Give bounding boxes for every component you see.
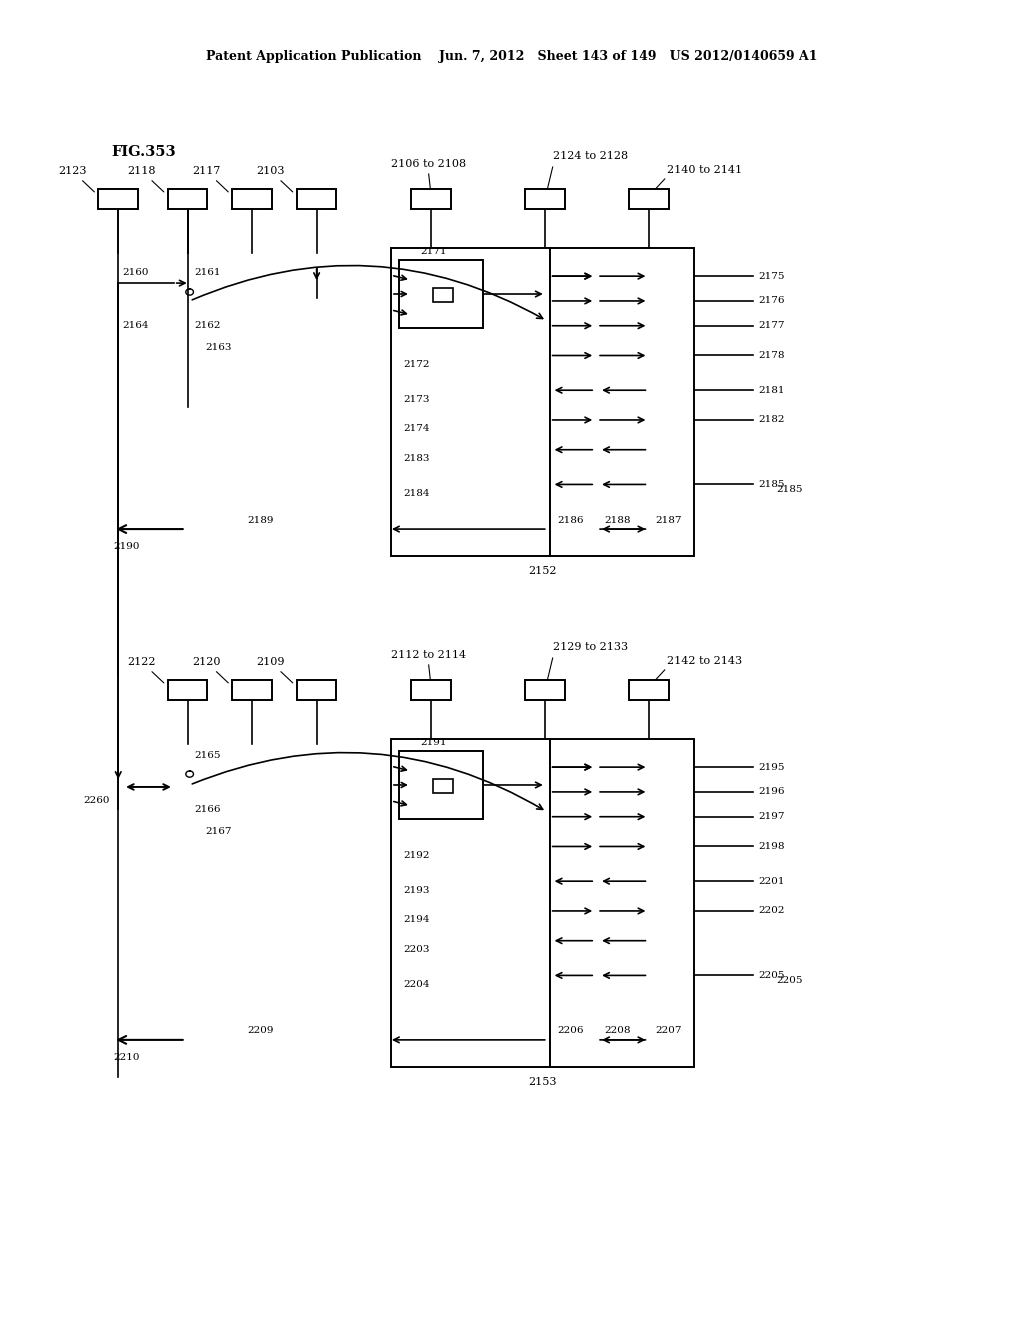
- Bar: [399, 751, 483, 818]
- Text: 2129 to 2133: 2129 to 2133: [553, 642, 628, 652]
- Text: 2206: 2206: [558, 1027, 584, 1035]
- Bar: [411, 189, 451, 209]
- Text: 2161: 2161: [195, 268, 221, 277]
- Text: 2167: 2167: [206, 828, 232, 836]
- Bar: [297, 189, 337, 209]
- Text: 2152: 2152: [528, 566, 556, 576]
- Text: 2112 to 2114: 2112 to 2114: [391, 649, 466, 660]
- Text: 2196: 2196: [758, 788, 784, 796]
- Text: 2209: 2209: [247, 1027, 273, 1035]
- Bar: [391, 739, 550, 1067]
- Text: 2204: 2204: [402, 979, 429, 989]
- Text: 2140 to 2141: 2140 to 2141: [667, 165, 741, 176]
- Text: 2118: 2118: [127, 166, 164, 191]
- Text: 2166: 2166: [195, 805, 221, 814]
- Text: 2109: 2109: [256, 657, 293, 682]
- Bar: [391, 248, 550, 556]
- Text: 2186: 2186: [558, 516, 584, 524]
- Bar: [232, 189, 272, 209]
- Text: 2205: 2205: [758, 972, 784, 979]
- Text: 2172: 2172: [402, 360, 429, 368]
- Bar: [629, 189, 669, 209]
- Text: 2193: 2193: [402, 886, 429, 895]
- Text: 2122: 2122: [127, 657, 164, 682]
- Text: 2165: 2165: [195, 751, 221, 760]
- Bar: [525, 680, 564, 700]
- Text: 2184: 2184: [402, 488, 429, 498]
- Text: 2260: 2260: [84, 796, 110, 805]
- Text: 2153: 2153: [528, 1077, 556, 1086]
- Text: 2177: 2177: [758, 321, 784, 330]
- Text: 2188: 2188: [604, 516, 631, 524]
- Bar: [168, 189, 208, 209]
- Text: 2190: 2190: [114, 543, 139, 552]
- Bar: [399, 260, 483, 327]
- Text: 2203: 2203: [402, 945, 429, 954]
- Text: 2175: 2175: [758, 272, 784, 281]
- Bar: [98, 189, 138, 209]
- Text: 2197: 2197: [758, 812, 784, 821]
- Text: 2183: 2183: [402, 454, 429, 463]
- Text: 2120: 2120: [191, 657, 228, 682]
- Text: 2202: 2202: [758, 907, 784, 916]
- Text: 2189: 2189: [247, 516, 273, 524]
- Text: 2198: 2198: [758, 842, 784, 851]
- Text: 2162: 2162: [195, 321, 221, 330]
- Text: 2205: 2205: [776, 975, 803, 985]
- Text: 2194: 2194: [402, 915, 429, 924]
- Text: 2207: 2207: [655, 1027, 682, 1035]
- Text: 2182: 2182: [758, 416, 784, 425]
- Text: 2173: 2173: [402, 395, 429, 404]
- Bar: [433, 779, 453, 793]
- Text: 2210: 2210: [114, 1053, 139, 1063]
- Text: 2160: 2160: [122, 268, 148, 277]
- Bar: [297, 680, 337, 700]
- Text: 2174: 2174: [402, 425, 429, 433]
- Text: 2208: 2208: [604, 1027, 631, 1035]
- Text: 2176: 2176: [758, 297, 784, 305]
- Text: 2123: 2123: [58, 166, 94, 191]
- Bar: [411, 680, 451, 700]
- Text: 2187: 2187: [655, 516, 682, 524]
- Text: 2195: 2195: [758, 763, 784, 772]
- Text: 2164: 2164: [122, 321, 148, 330]
- Bar: [168, 680, 208, 700]
- Text: 2171: 2171: [421, 247, 447, 256]
- Text: Patent Application Publication    Jun. 7, 2012   Sheet 143 of 149   US 2012/0140: Patent Application Publication Jun. 7, 2…: [206, 50, 818, 63]
- Text: 2191: 2191: [421, 738, 447, 747]
- Bar: [550, 739, 693, 1067]
- Bar: [550, 248, 693, 556]
- Text: 2106 to 2108: 2106 to 2108: [391, 158, 466, 169]
- Text: 2103: 2103: [256, 166, 293, 191]
- Text: 2142 to 2143: 2142 to 2143: [667, 656, 741, 667]
- Text: 2124 to 2128: 2124 to 2128: [553, 150, 628, 161]
- Text: 2163: 2163: [206, 343, 232, 352]
- Text: 2201: 2201: [758, 876, 784, 886]
- Text: FIG.353: FIG.353: [112, 145, 176, 160]
- Text: 2192: 2192: [402, 851, 429, 859]
- Bar: [629, 680, 669, 700]
- Bar: [525, 189, 564, 209]
- Text: 2178: 2178: [758, 351, 784, 360]
- Text: 2181: 2181: [758, 385, 784, 395]
- Text: 2185: 2185: [758, 480, 784, 488]
- Bar: [433, 288, 453, 302]
- Text: 2117: 2117: [193, 166, 228, 191]
- Bar: [232, 680, 272, 700]
- Text: 2185: 2185: [776, 484, 803, 494]
